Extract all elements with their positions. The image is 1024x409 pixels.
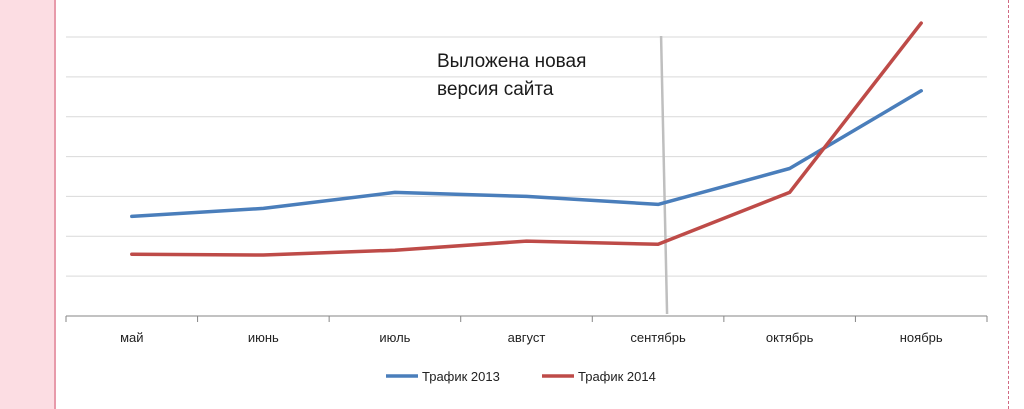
x-tick-label: сентябрь [630, 330, 686, 345]
x-tick-label: май [120, 330, 143, 345]
release-annotation: Выложена новая версия сайта [437, 51, 586, 100]
release-marker [659, 35, 669, 315]
annotation-line-1: Выложена новая [437, 51, 586, 72]
legend: Трафик 2013 Трафик 2014 [386, 369, 656, 384]
selection-edge [1008, 0, 1010, 409]
series-line [130, 89, 923, 219]
series-lines [130, 21, 923, 257]
annotation-line-2: версия сайта [437, 79, 554, 100]
x-axis: май июнь июль август сентябрь октябрь ноябрь [65, 315, 988, 345]
x-tick-label: июль [379, 330, 410, 345]
series-line [130, 21, 923, 257]
release-marker-line [659, 35, 669, 315]
left-side-panel [0, 0, 56, 409]
x-tick-label: август [508, 330, 546, 345]
x-tick-label: июнь [248, 330, 279, 345]
x-tick-label: октябрь [766, 330, 814, 345]
legend-label-2014: Трафик 2014 [578, 369, 656, 384]
x-tick-label: ноябрь [900, 330, 943, 345]
legend-label-2013: Трафик 2013 [422, 369, 500, 384]
